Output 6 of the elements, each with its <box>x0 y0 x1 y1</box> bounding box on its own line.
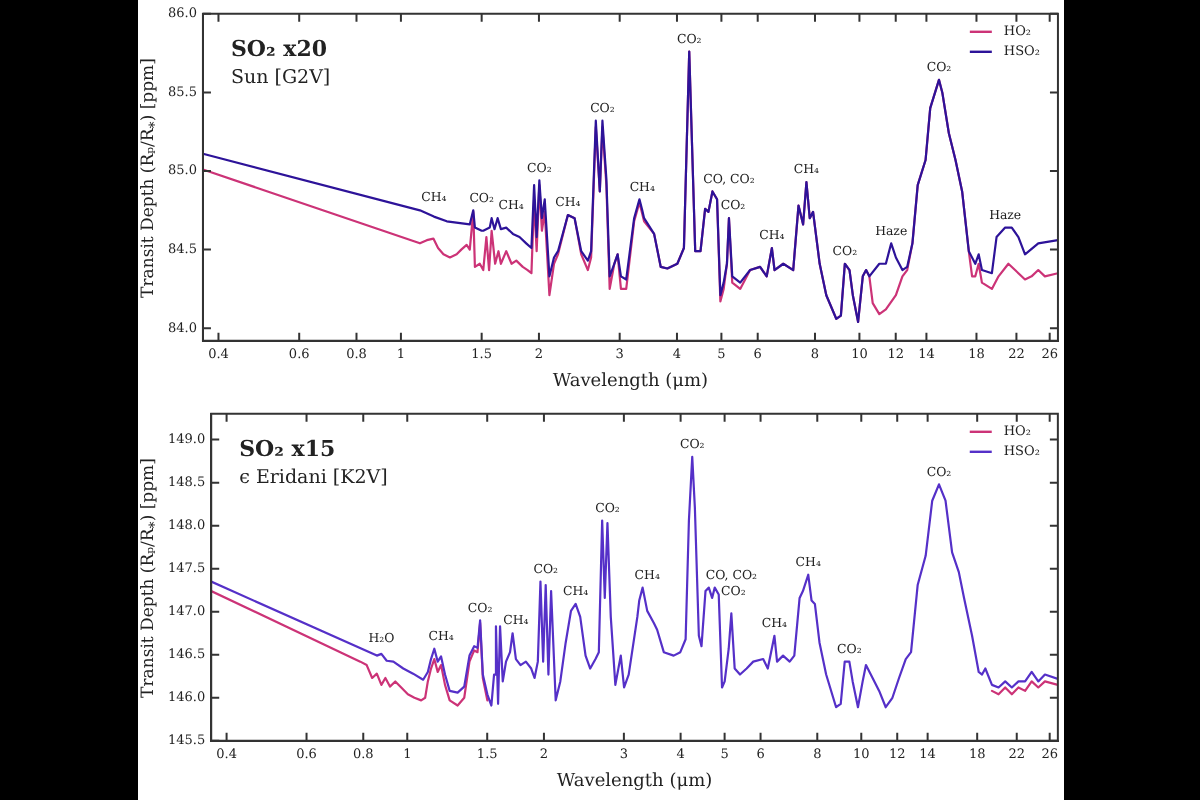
text: ϵ Eridani [K2V] <box>239 466 388 489</box>
x-axis-title: Wavelength (μm) <box>552 371 709 392</box>
x-axis-title: Wavelength (μm) <box>556 771 713 792</box>
text: SO₂ x15 <box>239 435 336 462</box>
text: Sun [G2V] <box>230 66 331 89</box>
text: SO₂ x20 <box>230 35 328 62</box>
